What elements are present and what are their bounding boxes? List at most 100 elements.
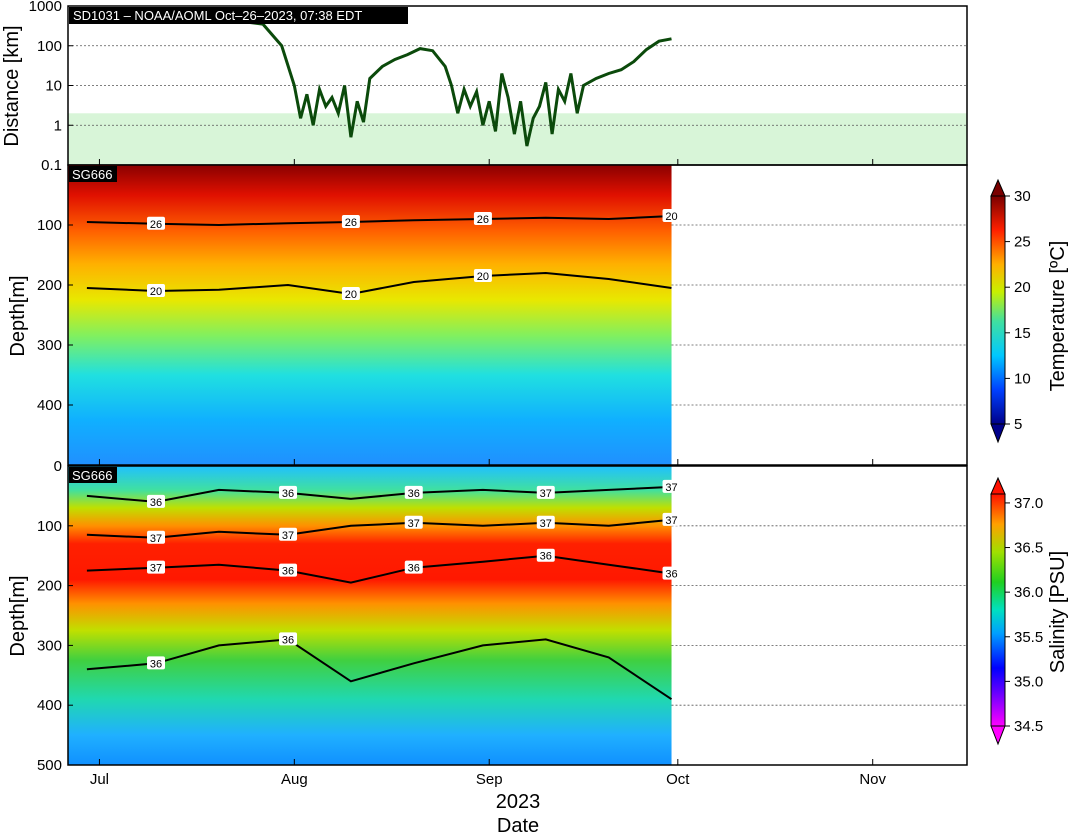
salinity-colorbar-ticks: 34.5 35.0 35.5 36.0 36.5 37.0 [1005, 495, 1043, 735]
temperature-contour-label: 20 [150, 286, 162, 298]
salinity-contour-36 [86, 485, 672, 503]
temperature-colorbar-tick-label: 5 [1014, 416, 1022, 433]
salinity-contour-label: 36 [408, 563, 420, 575]
temperature-colorbar-tick-label: 20 [1014, 279, 1031, 296]
temperature-gridlines [671, 224, 967, 406]
salinity-colorbar-tick-label: 35.5 [1014, 629, 1043, 646]
date-x-axis: Jul Aug Sep Oct Nov [90, 159, 887, 788]
temperature-contour-20 [86, 271, 672, 296]
salinity-contour-label-bg [536, 515, 555, 529]
distance-y-ticks: 0.1 1 10 100 1000 [29, 0, 73, 174]
salinity-contour-label: 37 [540, 518, 552, 530]
temperature-contour-label-bg [662, 209, 681, 222]
salinity-contour-label-bg [404, 515, 423, 529]
distance-title: SD1031 – NOAA/AOML Oct–26–2023, 07:38 ED… [73, 8, 362, 23]
distance-y-axis-label: Distance [km] [1, 25, 23, 146]
salinity-contour-label-bg [279, 485, 298, 499]
temperature-contour-label-bg [147, 284, 166, 297]
salinity-contour-label-bg [536, 485, 555, 499]
salinity-contour-37 [86, 554, 672, 584]
salinity-contour-label: 36 [282, 566, 294, 578]
temperature-plot-frame [67, 164, 968, 466]
x-tick-label: Aug [281, 771, 308, 788]
salinity-contour-label-bg [404, 560, 423, 574]
salinity-contour-label: 37 [408, 518, 420, 530]
salinity-contour-label: 37 [665, 515, 677, 527]
temperature-y-tick-label: 400 [37, 397, 62, 414]
temperature-y-axis-label: Depth[m] [7, 275, 29, 356]
salinity-colorbar-bottom-arrow [990, 725, 1006, 746]
temperature-y-tick-label: 200 [37, 277, 62, 294]
salinity-y-tick-label: 400 [37, 697, 62, 714]
salinity-colorbar: 34.5 35.0 35.5 36.0 36.5 37.0 Salinity [PSU] [990, 476, 1069, 746]
salinity-contour-37 [86, 518, 672, 539]
temperature-colorbar-top-arrow [990, 178, 1006, 197]
temperature-colorbar-bar [990, 195, 1006, 425]
temperature-panel: 26 26 26 20 20 20 20 100 200 300 400 SG666 Depth[… [7, 164, 1069, 466]
salinity-contour-label: 37 [282, 530, 294, 542]
distance-y-tick-label: 100 [37, 38, 62, 55]
salinity-gridlines [671, 525, 967, 706]
distance-panel: 0.1 1 10 100 1000 SD1031 – NOAA/AOML Oct–26–… [1, 0, 968, 174]
distance-y-tick-label: 10 [45, 78, 62, 95]
x-tick-label: Jul [90, 771, 109, 788]
salinity-contour-label-bg [279, 632, 298, 646]
temperature-colorbar-label: Temperature [ºC] [1047, 241, 1069, 392]
temperature-colorbar-tick-label: 30 [1014, 188, 1031, 205]
temperature-colorbar-ticks: 5 10 15 20 25 30 [1005, 188, 1031, 433]
distance-title-box [69, 7, 408, 24]
salinity-colorbar-tick-label: 37.0 [1014, 495, 1043, 512]
salinity-contour-label: 36 [540, 551, 552, 563]
x-tick-label: Sep [476, 771, 503, 788]
salinity-colorbar-tick-label: 34.5 [1014, 718, 1043, 735]
temperature-label-box [69, 166, 117, 182]
salinity-contour-label-bg [662, 512, 681, 526]
salinity-contour-label: 36 [408, 488, 420, 500]
salinity-colorbar-tick-label: 36.0 [1014, 584, 1043, 601]
salinity-contour-label-bg [147, 530, 166, 544]
distance-series-line [86, 10, 672, 147]
distance-y-tick-label: 1000 [29, 0, 62, 15]
salinity-contour-label: 36 [282, 634, 294, 646]
salinity-y-ticks: 0 100 200 300 400 500 [37, 458, 73, 774]
salinity-contour-label-bg [147, 560, 166, 574]
salinity-colorbar-label: Salinity [PSU] [1047, 551, 1069, 673]
salinity-contour-label: 37 [665, 482, 677, 494]
salinity-y-tick-label: 300 [37, 637, 62, 654]
distance-y-tick-label: 1 [54, 117, 62, 134]
salinity-y-tick-label: 0 [54, 458, 62, 475]
salinity-contours: 36 36 36 37 37 37 37 37 37 37 37 36 36 36 36 36 36 [86, 479, 681, 701]
temperature-contour-label: 20 [665, 211, 677, 223]
salinity-contour-label-bg [147, 494, 166, 508]
salinity-contour-label: 36 [150, 497, 162, 509]
temperature-colorbar-tick-label: 15 [1014, 325, 1031, 342]
temperature-y-ticks: 100 200 300 400 [37, 217, 73, 414]
temperature-contour-label: 20 [477, 271, 489, 283]
salinity-colorbar-bar [990, 493, 1006, 727]
temperature-contour-label: 26 [477, 214, 489, 226]
salinity-contour-label-bg [147, 656, 166, 670]
x-tick-label: Oct [666, 771, 690, 788]
temperature-contour-26 [86, 215, 672, 227]
salinity-contour-label-bg [279, 563, 298, 577]
salinity-contour-label-bg [536, 548, 555, 562]
temperature-colorbar-bottom-arrow [990, 423, 1006, 444]
x-axis-year-label: 2023 [496, 791, 541, 813]
salinity-y-axis-label: Depth[m] [7, 575, 29, 656]
salinity-contour-label: 36 [665, 569, 677, 581]
salinity-panel: 36 36 36 37 37 37 37 37 37 37 37 36 36 36 36 36 36 0 100 2… [7, 458, 1069, 774]
temperature-colorbar-tick-label: 25 [1014, 234, 1031, 251]
temperature-contours: 26 26 26 20 20 20 20 [86, 209, 681, 301]
salinity-field [68, 466, 672, 765]
temperature-colorbar: 5 10 15 20 25 30 Temperature [ºC] [990, 178, 1069, 444]
salinity-y-tick-label: 100 [37, 518, 62, 535]
salinity-colorbar-tick-label: 36.5 [1014, 540, 1043, 557]
salinity-contour-label: 36 [282, 488, 294, 500]
salinity-glider-label: SG666 [72, 468, 112, 483]
salinity-contour-label-bg [662, 479, 681, 493]
salinity-plot-frame [67, 465, 968, 766]
temperature-contour-label: 26 [345, 217, 357, 229]
salinity-contour-label: 36 [150, 658, 162, 670]
temperature-y-tick-label: 300 [37, 337, 62, 354]
